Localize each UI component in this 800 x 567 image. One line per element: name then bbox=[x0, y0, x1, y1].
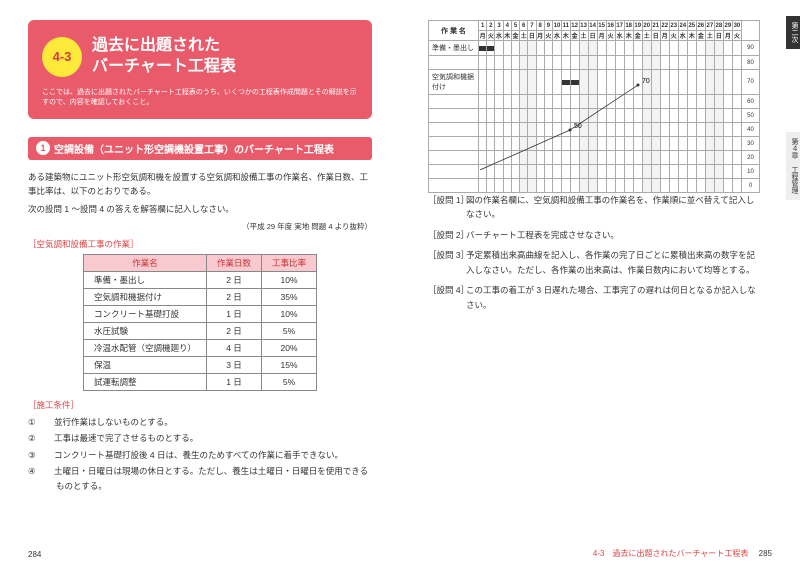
table-row: 準備・墨出し2 日10% bbox=[83, 271, 316, 288]
chart-row: 40 bbox=[429, 123, 760, 137]
question-item: ［設問 3］予定累積出来高曲線を記入し、各作業の完了日ごとに累積出来高の数字を記… bbox=[428, 248, 760, 277]
condition-item: ④土曜日・日曜日は現場の休日とする。ただし、養生は土曜日・日曜日を使用できるもの… bbox=[42, 464, 372, 493]
gantt-bar bbox=[479, 46, 486, 51]
question-item: ［設問 4］この工事の着工が 3 日遅れた場合、工事完了の遅れは何日となるか記入… bbox=[428, 283, 760, 312]
table-header: 工事比率 bbox=[262, 254, 317, 271]
condition-item: ②工事は最速で完了させるものとする。 bbox=[42, 431, 372, 445]
work-table: 作業名作業日数工事比率 準備・墨出し2 日10%空気調和機据付け2 日35%コン… bbox=[83, 254, 317, 391]
chapter-header: 4-3 過去に出題された バーチャート工程表 ここでは、過去に出題されたバーチャ… bbox=[28, 20, 372, 119]
table-header: 作業名 bbox=[83, 254, 206, 271]
left-page: 4-3 過去に出題された バーチャート工程表 ここでは、過去に出題されたバーチャ… bbox=[0, 0, 400, 567]
table-row: 保温3 日15% bbox=[83, 356, 316, 373]
section-title: 空調設備（ユニット形空調機設置工事）のバーチャート工程表 bbox=[54, 141, 334, 156]
section-number: 1 bbox=[36, 141, 50, 155]
table-row: 水圧試験2 日5% bbox=[83, 322, 316, 339]
section-bar: 1 空調設備（ユニット形空調機設置工事）のバーチャート工程表 bbox=[28, 137, 372, 160]
question-list: ［設問 1］図の作業名欄に、空気調和設備工事の作業名を、作業順に並べ替えて記入し… bbox=[428, 193, 760, 312]
side-tab-primary: 第二次 bbox=[786, 16, 800, 49]
page-footer-right: 4-3 過去に出題されたバーチャート工程表 285 bbox=[593, 548, 772, 559]
cond-caption: ［施工条件］ bbox=[28, 399, 372, 411]
bar-chart: 作 業 名12345678910111213141516171819202122… bbox=[428, 20, 760, 193]
question-item: ［設問 2］バーチャート工程表を完成させなさい。 bbox=[428, 228, 760, 242]
right-page: 第二次 第４章 工程管理 作 業 名1234567891011121314151… bbox=[400, 0, 800, 567]
chart-row: 50 bbox=[429, 109, 760, 123]
gantt-bar bbox=[571, 80, 579, 85]
table-header: 作業日数 bbox=[206, 254, 261, 271]
condition-item: ③コンクリート基礎打設後 4 日は、養生のためすべての作業に着手できない。 bbox=[42, 448, 372, 462]
question-item: ［設問 1］図の作業名欄に、空気調和設備工事の作業名を、作業順に並べ替えて記入し… bbox=[428, 193, 760, 222]
chart-row: 30 bbox=[429, 137, 760, 151]
gantt-bar bbox=[487, 46, 494, 51]
table-row: 空気調和機据付け2 日35% bbox=[83, 288, 316, 305]
chart-row: 60 bbox=[429, 95, 760, 109]
table-row: 冷温水配管（空調機廻り）4 日20% bbox=[83, 339, 316, 356]
footer-title: 4-3 過去に出題されたバーチャート工程表 bbox=[593, 549, 748, 558]
table-row: 試運転調整1 日5% bbox=[83, 373, 316, 390]
page-number-right: 285 bbox=[759, 549, 772, 558]
chart-row: 空気調和機据付け70 bbox=[429, 70, 760, 95]
chart-row: 準備・墨出し90 bbox=[429, 41, 760, 56]
condition-list: ①並行作業はしないものとする。 ②工事は最速で完了させるものとする。 ③コンクリート… bbox=[42, 415, 372, 493]
side-tab-secondary: 第４章 工程管理 bbox=[786, 132, 800, 200]
chapter-note: ここでは、過去に出題されたバーチャート工程表のうち、いくつかの工程表作成問題とそ… bbox=[42, 88, 358, 109]
chapter-badge: 4-3 bbox=[42, 37, 82, 77]
gantt-bar bbox=[562, 80, 570, 85]
chart-row: 20 bbox=[429, 151, 760, 165]
intro-attribution: （平成 29 年度 実地 問題 4 より抜粋） bbox=[28, 221, 372, 232]
table-caption: ［空気調和設備工事の作業］ bbox=[28, 238, 372, 250]
intro-p2: 次の設問 1 ～設問 4 の答えを解答欄に記入しなさい。 bbox=[28, 202, 372, 216]
table-row: コンクリート基礎打設1 日10% bbox=[83, 305, 316, 322]
condition-item: ①並行作業はしないものとする。 bbox=[42, 415, 372, 429]
chart-row: 80 bbox=[429, 56, 760, 70]
chapter-title: 過去に出題された バーチャート工程表 bbox=[92, 36, 236, 78]
intro-p1: ある建築物にユニット形空気調和機を設置する空気調和設備工事の作業名、作業日数、工… bbox=[28, 170, 372, 199]
chart-row: 10 bbox=[429, 165, 760, 179]
chart-row: 0 bbox=[429, 179, 760, 193]
page-number-left: 284 bbox=[28, 550, 41, 559]
